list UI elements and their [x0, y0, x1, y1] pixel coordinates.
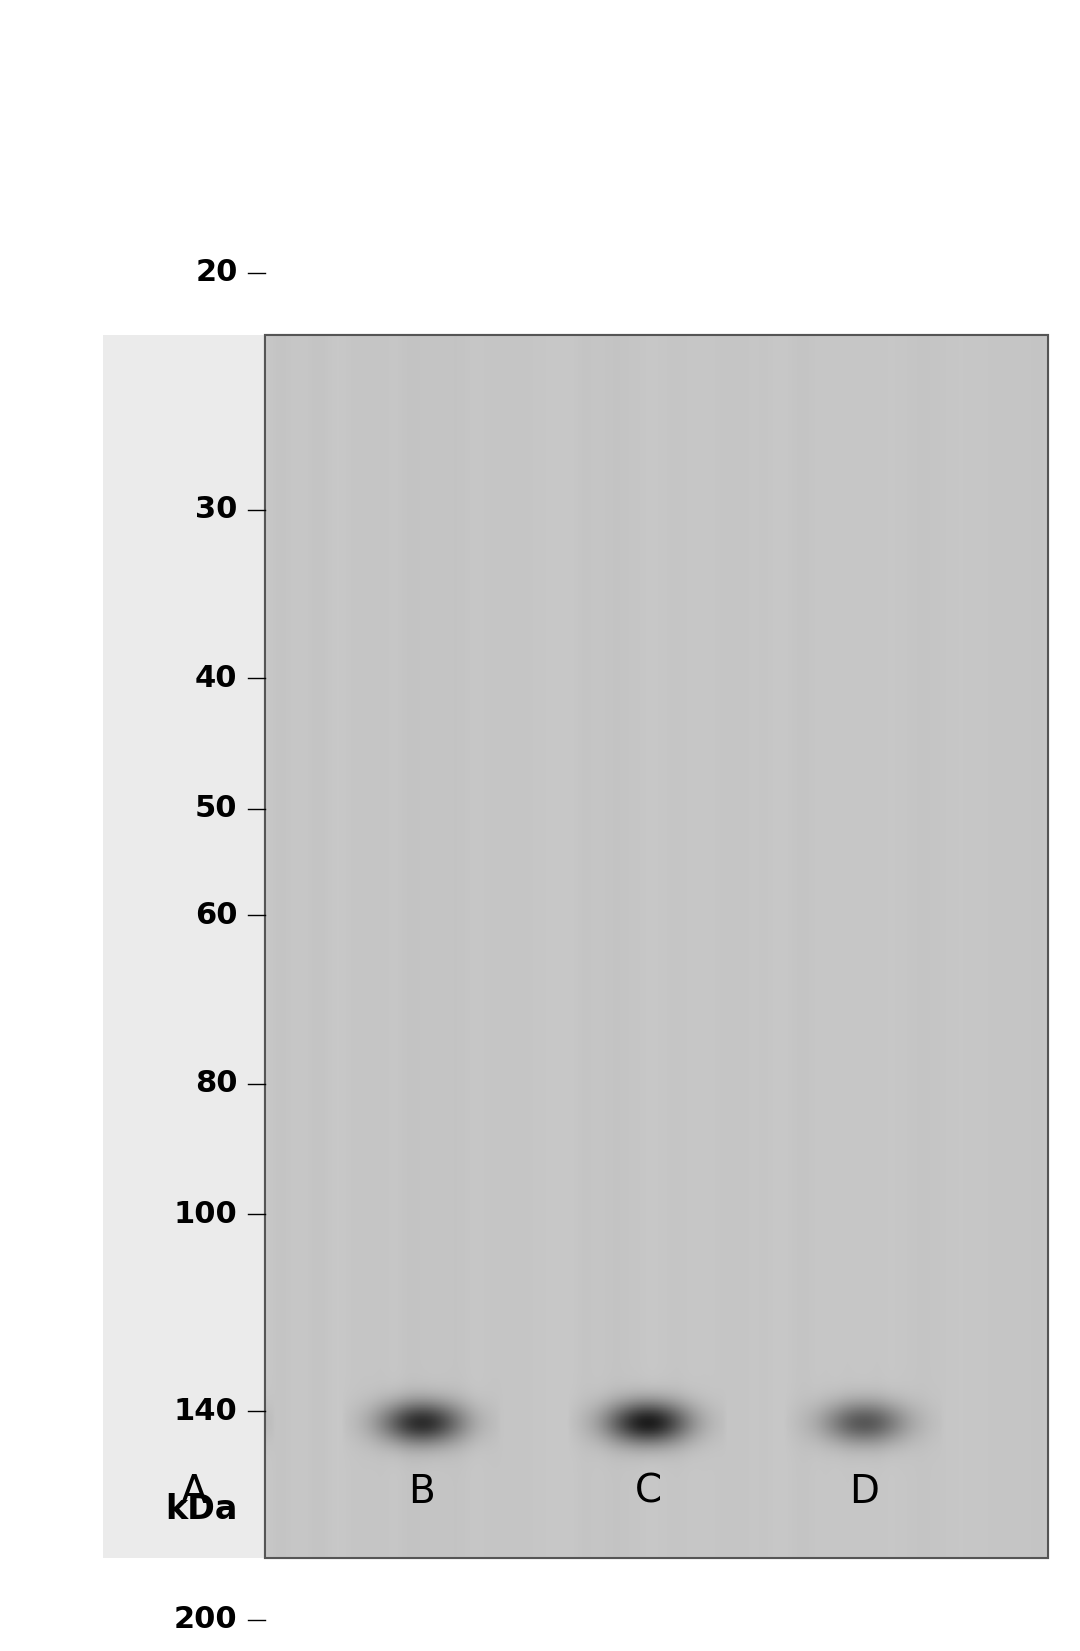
Text: 100: 100	[174, 1200, 238, 1228]
Text: 140: 140	[174, 1397, 238, 1426]
Bar	[329, 335, 513, 1557]
Bar	[265, 335, 1048, 1557]
Text: 50: 50	[195, 794, 238, 824]
Bar	[772, 335, 956, 1557]
Text: 40: 40	[195, 664, 238, 693]
Bar	[265, 335, 1048, 1557]
Text: 60: 60	[195, 901, 238, 930]
Text: B: B	[408, 1473, 434, 1511]
Text: A: A	[181, 1473, 207, 1511]
Text: 80: 80	[195, 1070, 238, 1098]
Bar	[556, 335, 740, 1557]
Text: C: C	[634, 1473, 662, 1511]
Text: 20: 20	[195, 258, 238, 287]
Text: 30: 30	[195, 495, 238, 525]
Bar	[103, 335, 286, 1557]
Text: 200: 200	[174, 1605, 238, 1634]
Text: D: D	[849, 1473, 879, 1511]
Text: kDa: kDa	[165, 1494, 238, 1527]
